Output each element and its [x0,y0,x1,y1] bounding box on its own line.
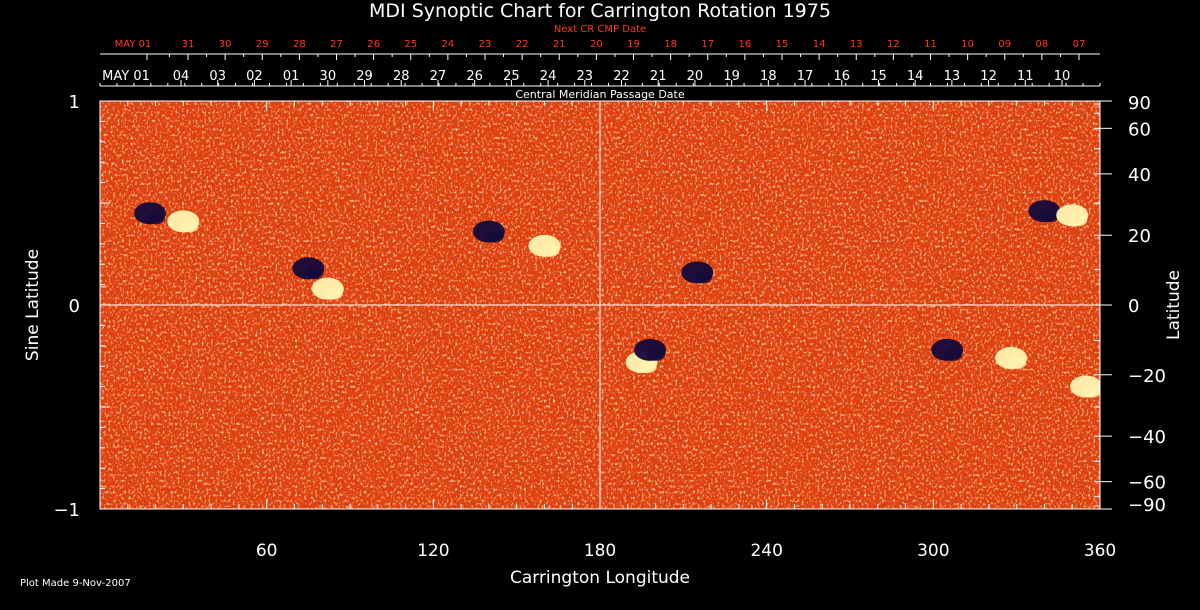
cmp-date-label: 20 [687,69,704,84]
cmp-date-label: 30 [320,69,337,84]
next-cr-date-label: 23 [479,39,492,50]
y-tick-label-right: −60 [1128,473,1166,494]
active-region-negative-core [647,348,665,361]
x-tick-label: 300 [917,541,949,561]
active-region-negative-core [305,267,324,280]
next-cr-date-label: 25 [404,39,417,50]
x-axis-label: Carrington Longitude [510,568,690,588]
cmp-date-label: 14 [907,69,924,84]
cmp-date-label: 25 [503,69,520,84]
x-tick-label: 360 [1084,541,1116,561]
next-cr-date-label: 17 [701,39,714,50]
active-region-negative-core [147,212,165,225]
y-tick-label-right: 60 [1128,119,1151,140]
next-cr-date-label: 21 [553,39,566,50]
y-tick-label-right: 0 [1128,296,1139,317]
y-tick-label-left: −1 [53,500,80,521]
cmp-date-label: 27 [430,69,447,84]
cmp-date-label: MAY 01 [102,69,150,84]
cmp-date-label: 26 [466,69,483,84]
next-cr-date-label: 13 [850,39,863,50]
y-tick-label-right: −20 [1128,366,1166,387]
cmp-date-label: 02 [246,69,263,84]
next-cr-date-label: 09 [998,39,1011,50]
y-axis-label-left: Sine Latitude [23,249,43,361]
next-cr-date-label: MAY 01 [115,39,152,50]
y-tick-label-right: 40 [1128,165,1151,186]
cmp-date-label: 11 [1017,69,1034,84]
next-cr-date-label: 10 [961,39,974,50]
x-tick-label: 60 [256,541,278,561]
cmp-date-label: 04 [173,69,190,84]
next-cr-date-label: 27 [330,39,343,50]
x-tick-label: 180 [584,541,616,561]
next-cr-date-label: 14 [813,39,826,50]
next-cr-date-label: 29 [256,39,269,50]
next-cr-date-label: 07 [1073,39,1086,50]
x-tick-label: 120 [417,541,449,561]
next-cr-date-label: 22 [516,39,529,50]
active-region-positive-core [638,361,657,374]
active-region-positive-core [1069,214,1088,227]
cmp-date-label: 21 [650,69,667,84]
next-cr-title: Next CR CMP Date [554,24,646,35]
active-region-positive-core [1008,357,1027,370]
active-region-positive-core [541,244,560,257]
cmp-date-label: 01 [283,69,300,84]
active-region-negative-core [944,348,963,361]
y-tick-label-right: 90 [1128,93,1151,114]
plot-made-label: Plot Made 9-Nov-2007 [20,578,131,589]
cmp-date-label: 23 [577,69,594,84]
active-region-negative-core [485,230,504,243]
y-tick-label-left: 0 [69,296,80,317]
cmp-date-label: 03 [209,69,226,84]
next-cr-date-label: 24 [442,39,455,50]
cmp-date-label: 29 [356,69,373,84]
cmp-date-label: 28 [393,69,410,84]
cmp-date-label: 13 [944,69,961,84]
cmp-date-label: 15 [870,69,887,84]
next-cr-date-label: 20 [590,39,603,50]
next-cr-date-label: 08 [1036,39,1049,50]
active-region-positive-core [180,220,199,233]
next-cr-date-label: 30 [219,39,232,50]
y-tick-label-right: 20 [1128,226,1151,247]
y-axis-label-right: Latitude [1164,270,1184,340]
x-tick-label: 240 [750,541,782,561]
next-cr-date-label: 16 [739,39,752,50]
cmp-date-label: 16 [833,69,850,84]
next-cr-date-label: 26 [367,39,380,50]
y-tick-label-right: −90 [1128,495,1166,516]
next-cr-date-label: 12 [887,39,900,50]
next-cr-date-label: 28 [293,39,306,50]
cmp-date-label: 17 [797,69,814,84]
next-cr-date-label: 19 [627,39,640,50]
chart-title: MDI Synoptic Chart for Carrington Rotati… [369,0,831,22]
cmp-date-label: 12 [980,69,997,84]
cmp-title: Central Meridian Passage Date [515,88,684,101]
active-region-negative-core [694,271,713,284]
cmp-date-label: 24 [540,69,557,84]
active-region-negative-core [1041,210,1060,223]
cmp-date-label: 22 [613,69,630,84]
active-region-positive-core [324,287,343,300]
cmp-date-label: 18 [760,69,777,84]
y-tick-label-left: 1 [69,92,80,113]
active-region-positive-core [1083,385,1100,398]
cmp-date-label: 10 [1054,69,1071,84]
y-tick-label-right: −40 [1128,427,1166,448]
cmp-date-label: 19 [723,69,740,84]
next-cr-date-label: 11 [924,39,937,50]
next-cr-date-label: 31 [182,39,195,50]
next-cr-date-label: 18 [664,39,677,50]
next-cr-date-label: 15 [776,39,789,50]
